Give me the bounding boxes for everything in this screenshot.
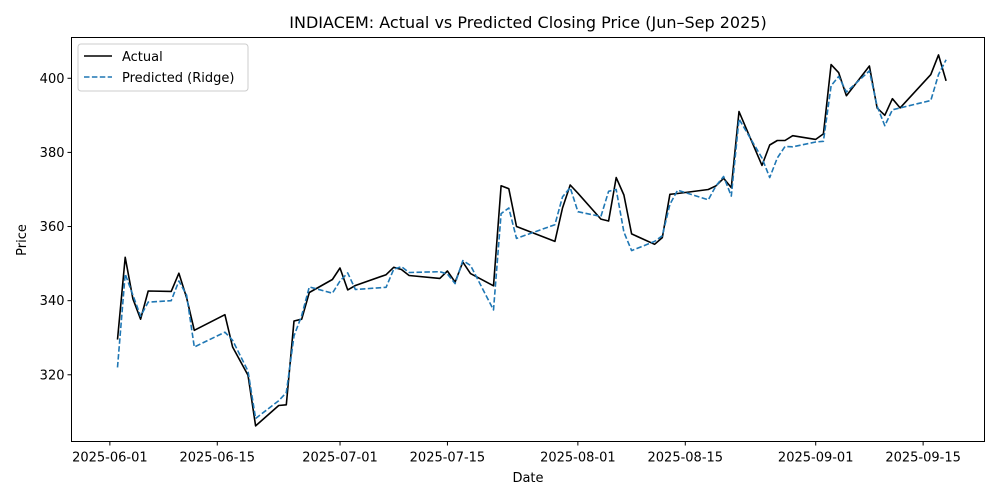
- x-tick-label: 2025-09-01: [778, 451, 854, 466]
- chart-title: INDIACEM: Actual vs Predicted Closing Pr…: [289, 13, 766, 32]
- series-line-predicted: [116, 59, 947, 420]
- y-tick-label: 380: [40, 146, 65, 161]
- legend-label-actual: Actual: [122, 50, 163, 65]
- y-axis-title: Price: [15, 224, 30, 256]
- legend-label-predicted: Predicted (Ridge): [122, 71, 234, 86]
- plot-frame: [71, 37, 985, 442]
- x-tick-label: 2025-09-15: [885, 451, 961, 466]
- x-axis-title: Date: [512, 471, 543, 486]
- x-tick-label: 2025-07-01: [302, 451, 378, 466]
- legend-box: [77, 43, 249, 92]
- y-tick-label: 340: [40, 294, 65, 309]
- series-line-actual: [116, 54, 947, 427]
- y-axis: 320 340 360 380 400: [40, 72, 72, 383]
- x-tick-label: 2025-08-01: [540, 451, 616, 466]
- plot-marks: [116, 54, 947, 427]
- y-tick-label: 320: [40, 368, 65, 383]
- x-axis: 2025-06-01 2025-06-15 2025-07-01 2025-07-15…: [72, 441, 961, 466]
- x-tick-label: 2025-06-01: [72, 451, 148, 466]
- y-tick-label: 400: [40, 72, 65, 87]
- x-tick-label: 2025-06-15: [179, 451, 255, 466]
- x-tick-label: 2025-08-15: [648, 451, 724, 466]
- legend: Actual Predicted (Ridge): [77, 43, 249, 92]
- x-tick-label: 2025-07-15: [410, 451, 486, 466]
- y-tick-label: 360: [40, 220, 65, 235]
